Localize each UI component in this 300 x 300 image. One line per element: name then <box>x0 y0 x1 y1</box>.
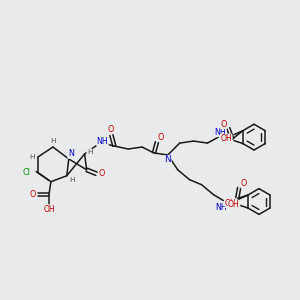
Text: O: O <box>220 120 226 129</box>
Text: O: O <box>30 190 36 199</box>
Text: O: O <box>98 169 105 178</box>
Text: OH: OH <box>43 205 55 214</box>
Text: NH: NH <box>214 128 226 137</box>
Text: OH: OH <box>228 200 240 209</box>
Text: H: H <box>69 177 74 183</box>
Text: OH: OH <box>225 199 237 208</box>
Text: OH: OH <box>220 134 232 143</box>
Text: O: O <box>241 179 247 188</box>
Text: Cl: Cl <box>22 168 30 177</box>
Text: NH: NH <box>97 136 108 146</box>
Text: N: N <box>68 149 74 158</box>
Text: N: N <box>165 155 171 164</box>
Text: NH: NH <box>215 203 227 212</box>
Text: O: O <box>107 125 114 134</box>
Text: H: H <box>50 138 56 144</box>
Text: H: H <box>87 149 92 155</box>
Text: OH: OH <box>220 135 232 144</box>
Text: O: O <box>158 133 164 142</box>
Text: H: H <box>29 154 35 160</box>
